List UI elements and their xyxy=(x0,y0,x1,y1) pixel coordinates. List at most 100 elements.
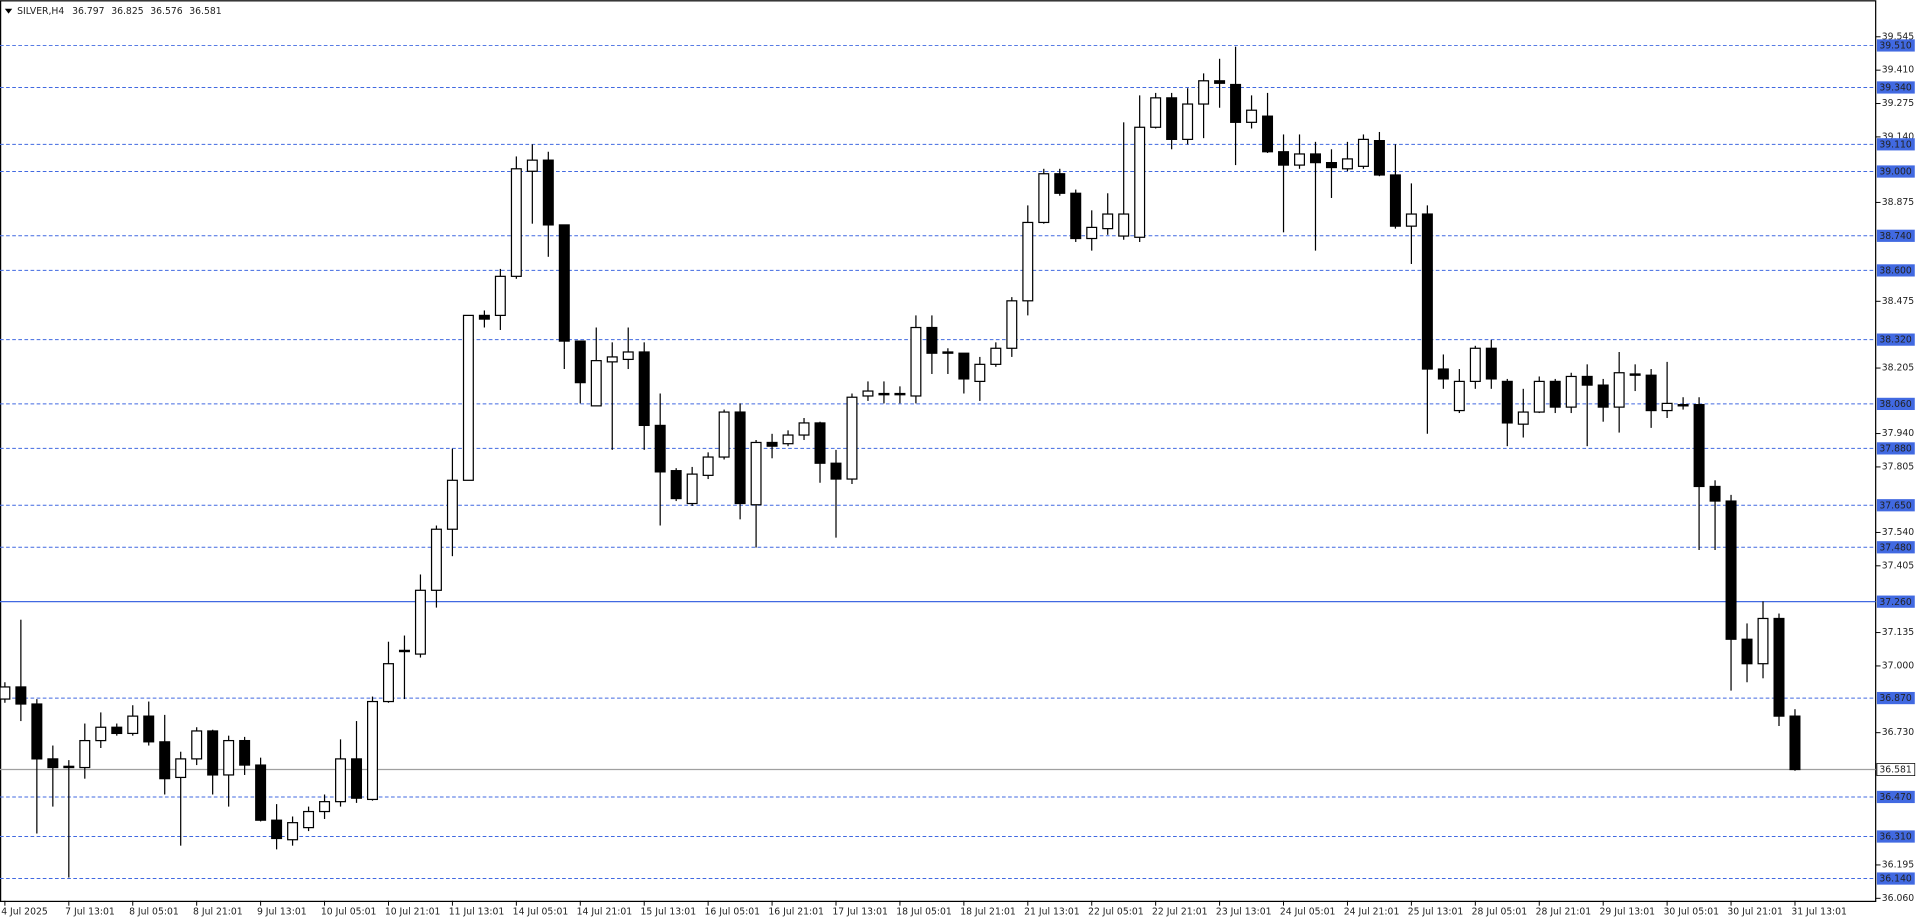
candle-body xyxy=(175,758,187,779)
current-price-label: 36.581 xyxy=(1879,765,1912,776)
candle-body xyxy=(462,314,474,481)
x-tick-label: 14 Jul 21:01 xyxy=(577,906,633,917)
x-tick-label: 10 Jul 21:01 xyxy=(385,906,441,917)
candle-body xyxy=(862,390,874,397)
x-tick-label: 24 Jul 05:01 xyxy=(1280,906,1336,917)
y-tick-label: 37.000 xyxy=(1882,660,1915,671)
candle-body xyxy=(1645,374,1657,412)
x-tick-label: 17 Jul 13:01 xyxy=(832,906,888,917)
candle-body xyxy=(814,422,826,464)
candle-body xyxy=(1469,347,1481,383)
candle-body xyxy=(558,224,570,342)
candle-body xyxy=(654,424,666,473)
candle-body xyxy=(638,351,650,427)
candle-body xyxy=(31,703,43,760)
candle-body xyxy=(207,730,219,776)
x-tick-label: 22 Jul 21:01 xyxy=(1152,906,1208,917)
candle-body xyxy=(191,730,203,760)
y-tick-label: 38.205 xyxy=(1882,363,1915,374)
candle-body xyxy=(382,663,394,703)
level-label-box xyxy=(1876,790,1915,804)
candle-body xyxy=(974,363,986,383)
candle-body xyxy=(271,819,283,840)
level-label: 39.340 xyxy=(1879,83,1912,94)
candle-body xyxy=(846,396,858,480)
candle-body xyxy=(702,456,714,476)
x-tick-label: 8 Jul 05:01 xyxy=(129,906,179,917)
x-tick-label: 30 Jul 21:01 xyxy=(1727,906,1783,917)
chart-header: SILVER,H4 36.797 36.825 36.576 36.581 xyxy=(17,6,222,17)
candle-body xyxy=(1757,617,1769,665)
header-close: 36.581 xyxy=(189,6,222,17)
level-label-box xyxy=(1876,595,1915,608)
candle-body xyxy=(15,686,27,705)
candle-body xyxy=(127,715,139,735)
candle-body xyxy=(1198,80,1210,105)
y-tick-label: 38.475 xyxy=(1882,296,1915,307)
candle-body xyxy=(1485,347,1497,380)
candle-body xyxy=(1709,485,1721,502)
candle-body xyxy=(1549,380,1561,408)
candle-body xyxy=(542,159,554,226)
candle-body xyxy=(1677,404,1689,407)
candle-body xyxy=(510,168,522,277)
candle-body xyxy=(622,351,634,361)
y-tick-label: 39.545 xyxy=(1882,31,1915,42)
current-price-box xyxy=(1876,763,1916,776)
candle-body xyxy=(1693,404,1705,488)
candle-body xyxy=(798,422,810,436)
x-tick-label: 15 Jul 13:01 xyxy=(641,906,697,917)
level-label-box xyxy=(1876,39,1915,52)
candle-body xyxy=(766,441,778,447)
x-tick-label: 14 Jul 05:01 xyxy=(513,906,569,917)
candle-body xyxy=(446,479,458,530)
candle-body xyxy=(958,352,970,380)
candle-body xyxy=(942,351,954,354)
candle-body xyxy=(111,726,123,735)
candle-body xyxy=(830,462,842,480)
candle-body xyxy=(1262,115,1274,153)
level-label-box xyxy=(1876,541,1915,554)
candle-body xyxy=(1325,162,1337,169)
level-label: 36.870 xyxy=(1879,693,1912,704)
x-tick-label: 4 Jul 2025 xyxy=(1,906,48,917)
x-tick-label: 28 Jul 05:01 xyxy=(1472,906,1528,917)
level-label: 36.140 xyxy=(1879,874,1912,885)
level-label: 37.480 xyxy=(1879,542,1912,553)
candle-body xyxy=(1134,126,1146,238)
candle-body xyxy=(63,765,75,769)
plot-frame xyxy=(0,0,1877,903)
level-label-box xyxy=(1876,872,1915,885)
level-label: 38.320 xyxy=(1879,335,1912,346)
candle-body xyxy=(734,411,746,505)
candle-body xyxy=(1405,213,1417,227)
candle-body xyxy=(606,356,618,363)
level-label-box xyxy=(1876,333,1915,346)
candle-body xyxy=(1341,158,1353,170)
candle-body xyxy=(335,758,347,803)
x-tick-label: 22 Jul 05:01 xyxy=(1088,906,1144,917)
y-tick-label: 36.060 xyxy=(1882,893,1915,904)
level-label-box xyxy=(1876,165,1915,178)
level-label: 37.260 xyxy=(1879,597,1912,608)
candle-body xyxy=(1517,411,1529,425)
y-tick-label: 37.135 xyxy=(1882,627,1915,638)
header-low: 36.576 xyxy=(150,6,183,17)
menu-arrow[interactable] xyxy=(4,8,13,14)
candle-body xyxy=(526,159,538,172)
candle-body xyxy=(1597,384,1609,408)
candle-body xyxy=(1150,97,1162,128)
level-label: 36.310 xyxy=(1879,832,1912,843)
candle-body xyxy=(1102,213,1114,230)
x-tick-label: 16 Jul 05:01 xyxy=(704,906,760,917)
candle-body xyxy=(287,822,299,841)
candle-body xyxy=(1246,109,1258,123)
candle-body xyxy=(1373,140,1385,176)
x-tick-label: 7 Jul 13:01 xyxy=(65,906,115,917)
candle-body xyxy=(1070,192,1082,240)
y-tick-label: 39.140 xyxy=(1882,131,1915,142)
level-label-box xyxy=(1876,264,1915,277)
level-label: 38.600 xyxy=(1879,266,1912,277)
level-label-box xyxy=(1876,499,1915,512)
x-tick-label: 10 Jul 05:01 xyxy=(321,906,377,917)
